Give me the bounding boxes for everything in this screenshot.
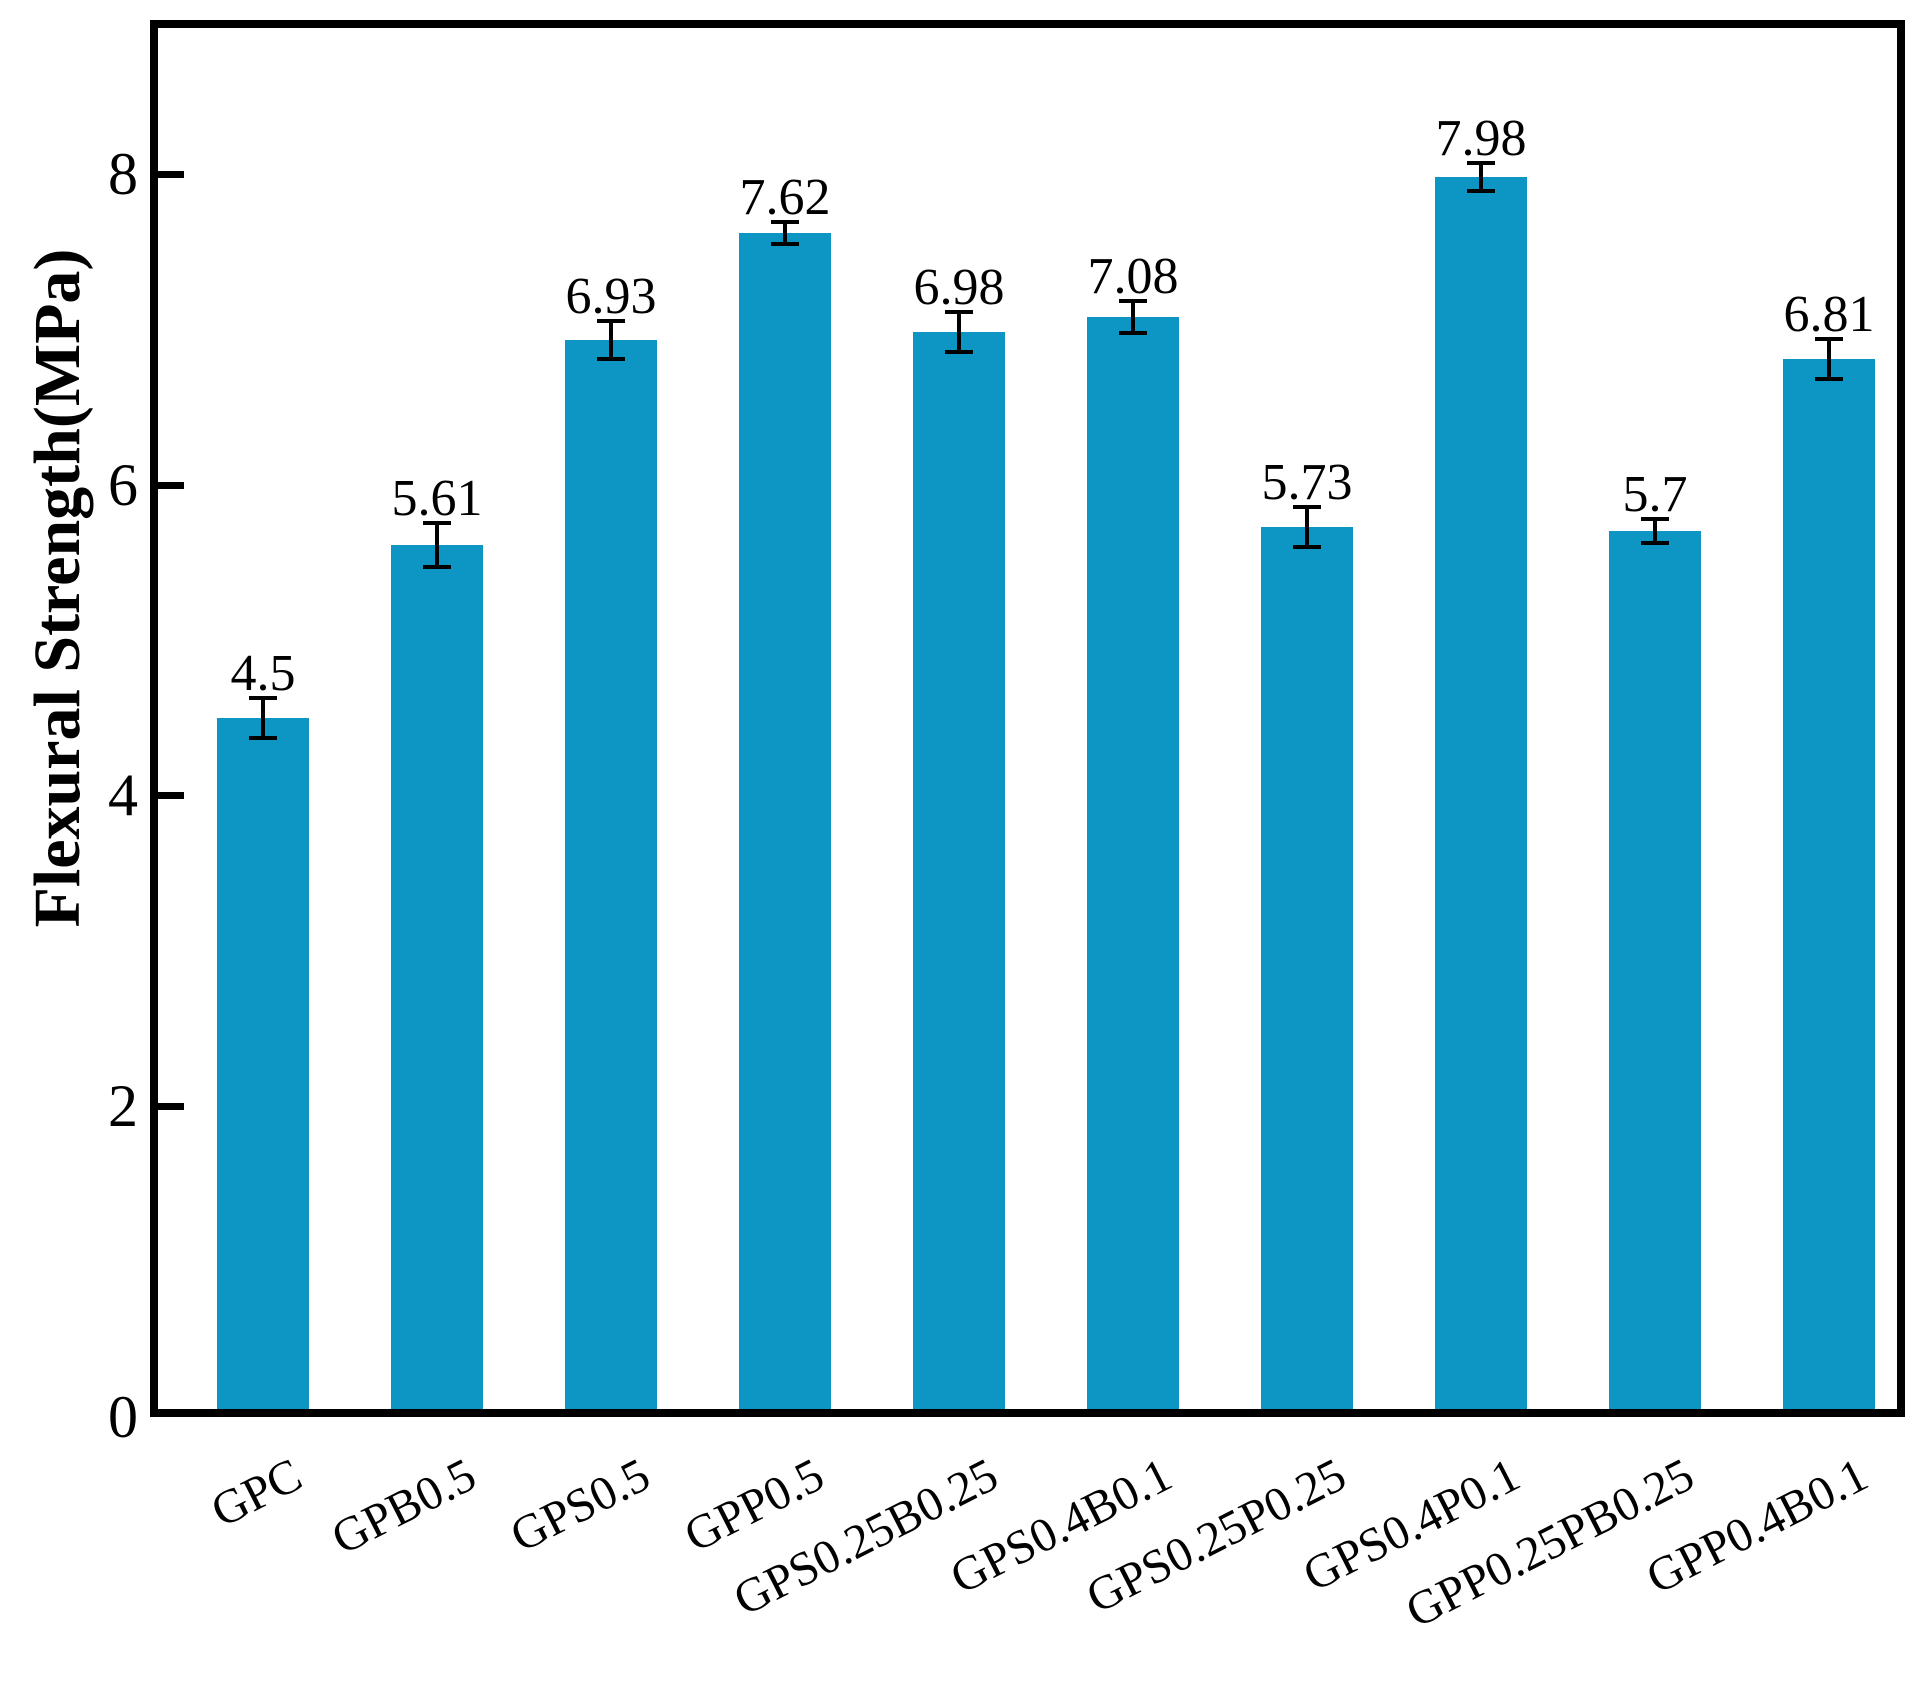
error-bar-line-GPS0.4B0.1 — [1131, 301, 1135, 333]
error-bar-line-GPS0.5 — [609, 321, 613, 359]
error-bar-cap-top-GPB0.5 — [423, 521, 451, 525]
value-label-GPB0.5: 5.61 — [391, 470, 483, 527]
error-bar-cap-bottom-GPC — [249, 736, 277, 740]
y-tick-label-4: 4 — [108, 762, 138, 829]
error-bar-cap-bottom-GPP0.25PB0.25 — [1641, 541, 1669, 545]
error-bar-line-GPP0.5 — [783, 222, 787, 244]
error-bar-cap-top-GPP0.4B0.1 — [1815, 337, 1843, 341]
error-bar-line-GPC — [261, 698, 265, 738]
error-bar-cap-top-GPP0.5 — [771, 220, 799, 224]
y-tick-label-6: 6 — [108, 451, 138, 518]
error-bar-line-GPS0.25B0.25 — [957, 312, 961, 352]
value-label-GPP0.4B0.1: 6.81 — [1783, 286, 1875, 343]
bar-GPS0.4P0.1 — [1435, 177, 1527, 1410]
error-bar-line-GPP0.4B0.1 — [1827, 339, 1831, 379]
error-bar-cap-top-GPS0.5 — [597, 319, 625, 323]
error-bar-cap-bottom-GPP0.4B0.1 — [1815, 377, 1843, 381]
error-bar-cap-top-GPC — [249, 696, 277, 700]
error-bar-line-GPB0.5 — [435, 523, 439, 567]
error-bar-line-GPS0.25P0.25 — [1305, 507, 1309, 547]
y-axis-title: Flexural Strength(MPa) — [21, 248, 94, 928]
y-tick-label-2: 2 — [108, 1073, 138, 1140]
bar-GPS0.25P0.25 — [1261, 527, 1353, 1410]
bar-GPS0.4B0.1 — [1087, 317, 1179, 1410]
value-label-GPS0.4B0.1: 7.08 — [1087, 248, 1179, 305]
value-label-GPP0.25PB0.25: 5.7 — [1622, 466, 1688, 523]
error-bar-cap-top-GPP0.25PB0.25 — [1641, 517, 1669, 521]
error-bar-cap-top-GPS0.25B0.25 — [945, 310, 973, 314]
bar-GPS0.25B0.25 — [913, 332, 1005, 1410]
error-bar-cap-bottom-GPS0.4P0.1 — [1467, 189, 1495, 193]
error-bar-cap-bottom-GPS0.4B0.1 — [1119, 331, 1147, 335]
y-tick-label-8: 8 — [108, 140, 138, 207]
y-tick-label-0: 0 — [108, 1384, 138, 1450]
error-bar-cap-bottom-GPS0.5 — [597, 357, 625, 361]
bar-GPS0.5 — [565, 340, 657, 1410]
bar-GPP0.25PB0.25 — [1609, 531, 1701, 1410]
bar-GPP0.5 — [739, 233, 831, 1410]
value-label-GPS0.4P0.1: 7.98 — [1435, 110, 1527, 167]
error-bar-cap-bottom-GPP0.5 — [771, 242, 799, 246]
error-bar-cap-bottom-GPS0.25P0.25 — [1293, 545, 1321, 549]
error-bar-cap-bottom-GPB0.5 — [423, 565, 451, 569]
error-bar-cap-top-GPS0.25P0.25 — [1293, 505, 1321, 509]
bar-GPB0.5 — [391, 545, 483, 1410]
y-tick-8 — [158, 170, 184, 178]
y-tick-2 — [158, 1103, 184, 1111]
value-label-GPC: 4.5 — [230, 645, 296, 702]
bar-GPP0.4B0.1 — [1783, 359, 1875, 1410]
error-bar-cap-bottom-GPS0.25B0.25 — [945, 350, 973, 354]
error-bar-line-GPS0.4P0.1 — [1479, 163, 1483, 191]
error-bar-cap-top-GPS0.4P0.1 — [1467, 161, 1495, 165]
value-label-GPS0.25B0.25: 6.98 — [913, 259, 1005, 316]
bar-GPC — [217, 718, 309, 1410]
value-label-GPS0.5: 6.93 — [565, 268, 657, 325]
y-tick-6 — [158, 481, 184, 489]
error-bar-line-GPP0.25PB0.25 — [1653, 519, 1657, 543]
y-tick-4 — [158, 792, 184, 800]
error-bar-cap-top-GPS0.4B0.1 — [1119, 299, 1147, 303]
value-label-GPP0.5: 7.62 — [739, 169, 831, 226]
x-tick-label-GPP0.4B0.1: GPP0.4B0.1 — [1638, 1448, 1877, 1605]
value-label-GPS0.25P0.25: 5.73 — [1261, 454, 1353, 511]
